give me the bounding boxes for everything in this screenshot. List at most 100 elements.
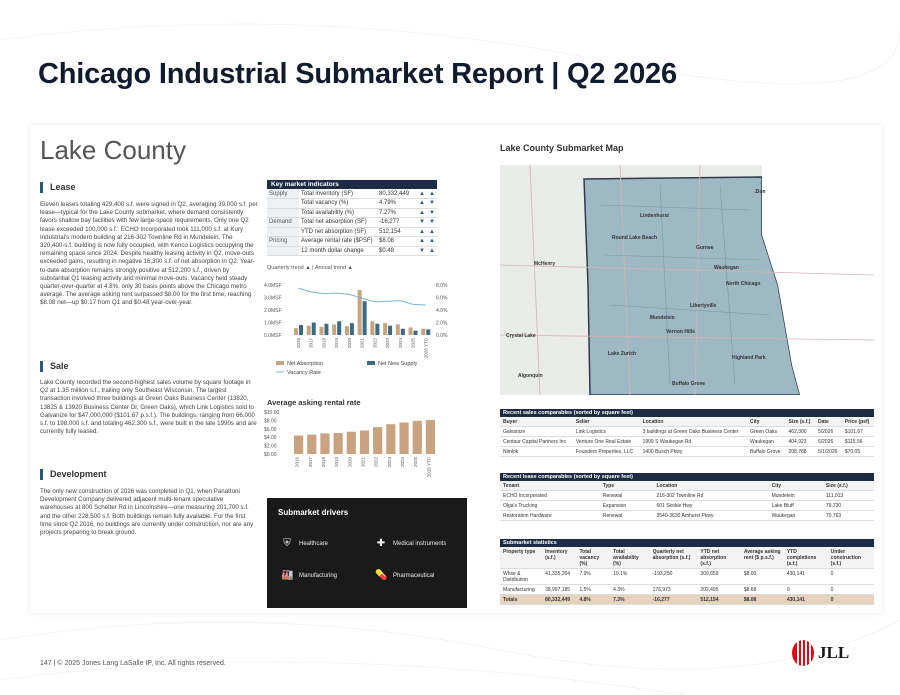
table-cell: Olga's Trucking [500, 500, 600, 511]
absorption-bar [421, 328, 426, 335]
kmi-row: Supply Total inventory (SF) 80,332,449 ▲ ▲ [267, 189, 437, 199]
x-tick-label: 2021 [360, 338, 365, 349]
x-tick-label: 2023 [387, 457, 392, 468]
x-tick-label: 2020 [347, 338, 352, 349]
submarket-map[interactable]: Zion Lindenhurst Round Lake Beach Gurnee Wau… [500, 165, 874, 395]
table-cell: Founders Properties, LLC [572, 446, 640, 457]
rent-bar [386, 424, 396, 454]
annual-trend-icon: ▲ [427, 227, 437, 237]
development-heading: Development [40, 469, 107, 480]
legend-absorption-label: Net Absorption [287, 361, 323, 367]
table-row: Whse & Distribution 41,335,264 7.9% 10.1% -1… [500, 568, 874, 585]
x-tick-label: 2016 [295, 457, 300, 468]
table-cell: Lake Bluff [768, 500, 823, 511]
page-title: Chicago Industrial Submarket Report | Q2… [38, 58, 677, 90]
table-cell: 0 [827, 594, 874, 605]
table-cell: 4.8% [576, 594, 611, 605]
kmi-label: Total net absorption (SF) [299, 217, 377, 228]
submarket-statistics: Submarket statistics Property type Invent… [500, 539, 874, 605]
kmi-label: Average rental rate ($PSF) [299, 236, 377, 247]
kmi-row: Total vacancy (%) 4.79% ▲ ▼ [267, 198, 437, 209]
x-tick-label: 2017 [309, 338, 314, 349]
table-cell: Restoration Hardware [500, 510, 600, 521]
supply-bar [362, 301, 367, 335]
map-city-label: Vernon Hills [666, 329, 695, 335]
kmi-row: YTD net absorption (SF) 512,154 ▲ ▲ [267, 227, 437, 237]
table-cell: 41,335,264 [542, 568, 577, 585]
annual-trend-icon: ▼ [427, 217, 437, 228]
table-cell: $8.08 [740, 594, 784, 605]
table-cell: $115.56 [841, 436, 874, 447]
kmi-title: Key market indicators [267, 180, 437, 189]
y-tick-label: 4.0MSF [264, 283, 282, 289]
rent-bar [320, 433, 330, 454]
submarket-drivers: Submarket drivers ⛨ Healthcare ✚ Medical i… [267, 498, 467, 608]
quarterly-trend-icon: ▼ [417, 217, 427, 228]
table-cell: 0 [827, 568, 874, 585]
table-cell: $101.67 [841, 426, 874, 437]
supply-bar [349, 323, 354, 335]
kmi-value: $0.48 [377, 246, 417, 256]
y-tick-label: $10.00 [264, 410, 280, 416]
rent-bar [359, 430, 370, 454]
rent-bar [307, 434, 317, 454]
table-cell: 111,013 [822, 490, 874, 501]
driver-manufacturing: 🏭 Manufacturing [281, 570, 337, 581]
table-cell: 404,923 [785, 436, 815, 447]
quarterly-trend-icon: ▲ [417, 189, 427, 199]
driver-label: Medical instruments [393, 541, 447, 548]
kmi-row: 12 month dollar change $0.48 ▼ ▲ [267, 246, 437, 256]
table-row: Nimlok Founders Properties, LLC 1400 Busch… [500, 446, 874, 457]
column-header: Tenant [500, 481, 600, 491]
x-tick-label: 2025 [411, 338, 416, 349]
rent-bar [425, 420, 435, 454]
rent-chart: $10.00 $8.00 $6.00 $4.00 $2.00 $0.00 2016 2017 2… [264, 410, 435, 477]
kmi-row: Demand Total net absorption (SF) -16,277 ▼ ▼ [267, 217, 437, 228]
rent-chart-title: Average asking rental rate [267, 398, 361, 407]
y2-tick-label: 0.0% [436, 333, 448, 339]
legend-absorption-swatch [276, 361, 284, 365]
kmi-value: 4.79% [377, 198, 417, 209]
rent-bar [333, 433, 343, 454]
table-cell: 216-302 Townline Rd [653, 490, 769, 501]
column-header: Location [653, 481, 769, 491]
map-city-label: North Chicago [726, 281, 761, 287]
table-cell: 1.5% [576, 584, 611, 595]
y-tick-label: 3.0MSF [264, 296, 282, 302]
y-tick-label: 1.0MSF [264, 321, 282, 327]
absorption-bar [306, 325, 311, 335]
drivers-title: Submarket drivers [278, 508, 349, 517]
table-cell: 3 buildings at Green Oaks Business Cente… [639, 426, 748, 437]
map-city-label: Mundelein [650, 315, 675, 321]
table-cell: 1400 Busch Pkwy [639, 446, 748, 457]
pill-icon: 💊 [375, 570, 388, 581]
jll-logo: JLL [792, 640, 849, 666]
absorption-bar [319, 326, 324, 335]
map-city-label: McHenry [534, 261, 556, 267]
x-tick-label: 2017 [308, 457, 313, 468]
table-cell: Buffalo Grove [747, 446, 786, 457]
leases-table: Tenant Type Location City Size (s.f.) ECHO In… [500, 481, 874, 521]
table-cell: 80,332,449 [542, 594, 577, 605]
supply-bar [337, 321, 342, 335]
annual-trend-icon: ▲ [427, 236, 437, 247]
table-cell: 79,730 [822, 500, 874, 511]
column-header: City [768, 481, 823, 491]
x-tick-label: 2022 [374, 457, 379, 468]
column-header: Under construction (s.f.) [827, 547, 874, 569]
table-cell: 1909 S Waukegan Rd [639, 436, 748, 447]
x-tick-label: 2019 [334, 457, 339, 468]
kmi-table: Supply Total inventory (SF) 80,332,449 ▲ ▲ To… [267, 189, 437, 256]
column-header: Price (psf) [841, 417, 874, 427]
sale-heading: Sale [40, 361, 69, 372]
table-cell: $8.68 [740, 584, 784, 595]
kmi-value: -16,277 [377, 217, 417, 228]
kmi-group: Demand [267, 217, 299, 228]
map-title: Lake County Submarket Map [500, 143, 624, 153]
column-header: YTD net absorption (s.f.) [697, 547, 741, 569]
supply-bar [413, 330, 418, 335]
absorption-bar [332, 324, 337, 335]
jll-mark-icon [792, 640, 814, 666]
x-tick-label: 2016 [296, 338, 301, 349]
table-cell: 462,300 [785, 426, 815, 437]
